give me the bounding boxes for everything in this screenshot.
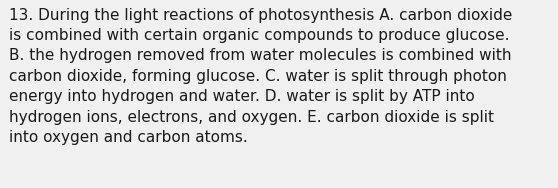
Text: 13. During the light reactions of photosynthesis A. carbon dioxide
is combined w: 13. During the light reactions of photos… bbox=[9, 8, 513, 145]
